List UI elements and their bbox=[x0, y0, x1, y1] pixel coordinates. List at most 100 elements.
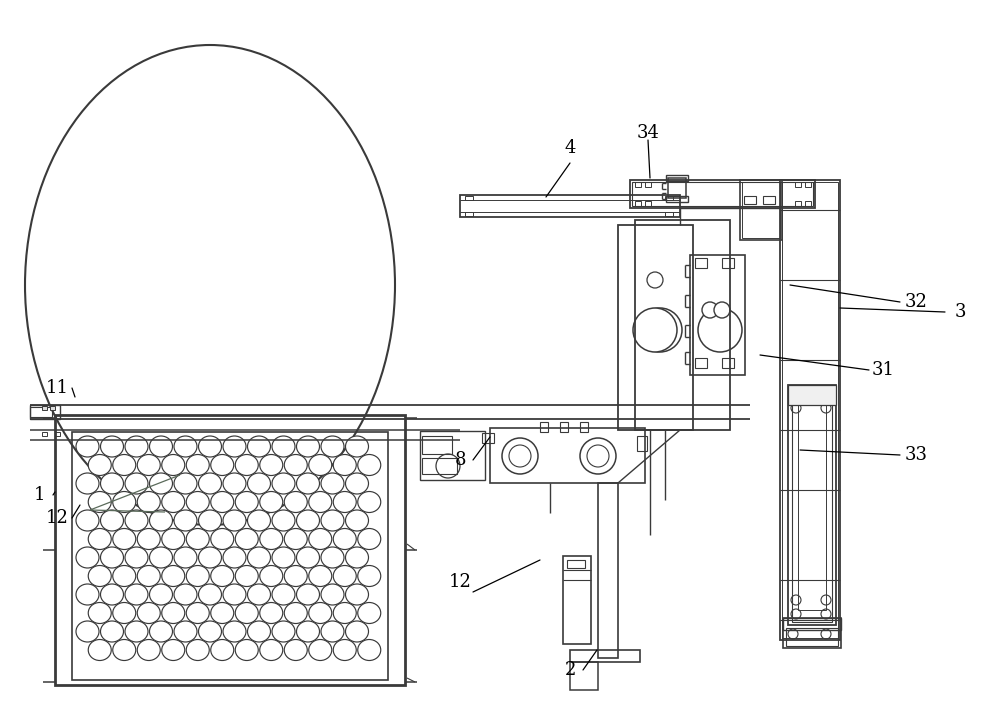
Ellipse shape bbox=[284, 455, 307, 476]
Circle shape bbox=[821, 629, 831, 639]
Circle shape bbox=[502, 438, 538, 474]
Ellipse shape bbox=[309, 492, 332, 513]
Ellipse shape bbox=[76, 584, 99, 605]
Ellipse shape bbox=[162, 529, 185, 549]
Ellipse shape bbox=[150, 473, 173, 494]
Ellipse shape bbox=[346, 621, 368, 642]
Circle shape bbox=[821, 390, 831, 400]
Ellipse shape bbox=[186, 640, 209, 661]
Ellipse shape bbox=[211, 565, 234, 586]
Ellipse shape bbox=[296, 510, 320, 531]
Ellipse shape bbox=[272, 584, 295, 605]
Ellipse shape bbox=[186, 529, 209, 549]
Bar bbox=[422, 458, 457, 474]
Bar bbox=[744, 196, 756, 204]
Bar bbox=[570, 650, 640, 662]
Bar bbox=[763, 196, 775, 204]
Ellipse shape bbox=[358, 640, 381, 661]
Ellipse shape bbox=[88, 640, 111, 661]
Ellipse shape bbox=[296, 436, 320, 457]
Bar bbox=[690, 255, 745, 375]
Bar bbox=[55, 415, 405, 685]
Bar bbox=[783, 618, 841, 648]
Ellipse shape bbox=[100, 584, 124, 605]
Ellipse shape bbox=[174, 547, 197, 568]
Text: 8: 8 bbox=[455, 451, 467, 469]
Ellipse shape bbox=[211, 529, 234, 549]
Ellipse shape bbox=[321, 510, 344, 531]
Bar bbox=[637, 436, 647, 451]
Bar bbox=[795, 201, 801, 206]
Ellipse shape bbox=[333, 640, 356, 661]
Ellipse shape bbox=[88, 492, 111, 513]
Ellipse shape bbox=[198, 436, 222, 457]
Ellipse shape bbox=[260, 455, 283, 476]
Bar bbox=[788, 385, 836, 625]
Ellipse shape bbox=[76, 436, 99, 457]
Ellipse shape bbox=[137, 602, 160, 624]
Ellipse shape bbox=[284, 529, 307, 549]
Ellipse shape bbox=[113, 602, 136, 624]
Ellipse shape bbox=[321, 584, 344, 605]
Ellipse shape bbox=[296, 473, 320, 494]
Ellipse shape bbox=[76, 510, 99, 531]
Ellipse shape bbox=[296, 621, 320, 642]
Circle shape bbox=[821, 609, 831, 619]
Ellipse shape bbox=[235, 602, 258, 624]
Bar bbox=[635, 182, 641, 187]
Bar bbox=[570, 662, 598, 690]
Circle shape bbox=[436, 454, 460, 478]
Ellipse shape bbox=[333, 529, 356, 549]
Ellipse shape bbox=[272, 473, 295, 494]
Ellipse shape bbox=[333, 492, 356, 513]
Ellipse shape bbox=[198, 621, 222, 642]
Circle shape bbox=[821, 595, 831, 605]
Bar bbox=[42, 406, 47, 410]
Ellipse shape bbox=[211, 640, 234, 661]
Circle shape bbox=[714, 302, 730, 318]
Ellipse shape bbox=[296, 547, 320, 568]
Ellipse shape bbox=[260, 602, 283, 624]
Ellipse shape bbox=[100, 473, 124, 494]
Bar bbox=[788, 385, 836, 405]
Bar bbox=[665, 212, 673, 216]
Bar bbox=[72, 432, 388, 680]
Ellipse shape bbox=[248, 547, 270, 568]
Ellipse shape bbox=[125, 510, 148, 531]
Bar bbox=[798, 400, 826, 610]
Text: 11: 11 bbox=[46, 379, 68, 397]
Bar bbox=[490, 428, 645, 483]
Text: 1: 1 bbox=[34, 486, 46, 504]
Ellipse shape bbox=[150, 621, 173, 642]
Ellipse shape bbox=[296, 584, 320, 605]
Circle shape bbox=[791, 609, 801, 619]
Ellipse shape bbox=[88, 602, 111, 624]
Ellipse shape bbox=[198, 547, 222, 568]
Ellipse shape bbox=[223, 584, 246, 605]
Bar bbox=[618, 225, 693, 430]
Ellipse shape bbox=[88, 455, 111, 476]
Ellipse shape bbox=[88, 529, 111, 549]
Bar bbox=[540, 422, 548, 432]
Text: 33: 33 bbox=[904, 446, 928, 464]
Ellipse shape bbox=[76, 621, 99, 642]
Ellipse shape bbox=[150, 436, 173, 457]
Bar bbox=[722, 358, 734, 368]
Circle shape bbox=[788, 629, 798, 639]
Ellipse shape bbox=[100, 621, 124, 642]
Ellipse shape bbox=[76, 547, 99, 568]
Ellipse shape bbox=[211, 455, 234, 476]
Bar bbox=[668, 178, 686, 198]
Ellipse shape bbox=[358, 565, 381, 586]
Bar bbox=[465, 196, 473, 200]
Bar bbox=[55, 432, 60, 436]
Text: 31: 31 bbox=[872, 361, 895, 379]
Ellipse shape bbox=[174, 621, 197, 642]
Bar bbox=[780, 180, 840, 640]
Text: 32: 32 bbox=[905, 293, 927, 311]
Ellipse shape bbox=[137, 455, 160, 476]
Ellipse shape bbox=[150, 584, 173, 605]
Bar bbox=[782, 182, 838, 638]
Ellipse shape bbox=[137, 640, 160, 661]
Ellipse shape bbox=[113, 492, 136, 513]
